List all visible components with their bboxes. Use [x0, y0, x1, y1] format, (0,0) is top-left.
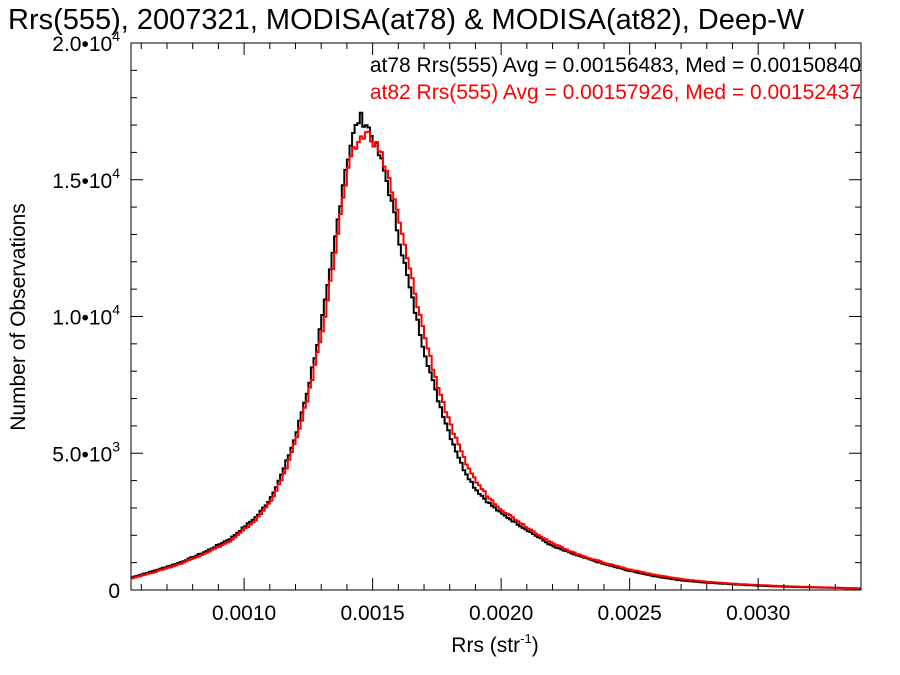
- x-axis-title-close: ): [532, 634, 539, 657]
- y-tick-mantissa: 1.5•10: [52, 170, 112, 193]
- y-tick-label: 2.0•104: [52, 28, 120, 56]
- series-at82-line: [131, 130, 861, 590]
- y-tick-label: 1.5•104: [52, 165, 120, 193]
- y-tick-mantissa: 5.0•10: [52, 443, 112, 466]
- y-tick-label: 5.0•103: [52, 438, 120, 466]
- y-tick-exponent: 4: [112, 165, 120, 181]
- y-axis-title: Number of Observations: [7, 203, 30, 431]
- y-tick-exponent: 4: [112, 302, 120, 318]
- stat-line-at78: at78 Rrs(555) Avg = 0.00156483, Med = 0.…: [370, 54, 861, 77]
- y-tick-mantissa: 0: [108, 580, 120, 603]
- x-tick-label: 0.0010: [212, 602, 276, 625]
- series-layer: [131, 111, 861, 590]
- x-axis-title-superscript: -1: [520, 631, 532, 646]
- y-tick-label: 1.0•104: [52, 302, 120, 330]
- x-axis-title: Rrs (str-1): [451, 631, 538, 657]
- x-tick-label: 0.0030: [726, 602, 790, 625]
- series-at78-line: [131, 111, 861, 590]
- x-tick-label: 0.0025: [598, 602, 662, 625]
- stat-line-at82: at82 Rrs(555) Avg = 0.00157926, Med = 0.…: [370, 81, 861, 104]
- y-tick-exponent: 3: [112, 438, 120, 454]
- x-tick-label: 0.0020: [469, 602, 533, 625]
- ticks-layer: 0.0010 0.0015 0.0020 0.0025 0.0030 0 5.0•103 1.…: [52, 28, 862, 625]
- y-tick-mantissa: 1.0•10: [52, 307, 112, 330]
- y-tick-exponent: 4: [112, 28, 120, 44]
- chart-title: Rrs(555), 2007321, MODISA(at78) & MODISA…: [8, 4, 805, 36]
- y-tick-mantissa: 2.0•10: [52, 33, 112, 56]
- x-tick-label: 0.0015: [341, 602, 405, 625]
- x-axis-title-main: Rrs (str: [451, 634, 520, 657]
- y-tick-label: 0: [108, 580, 120, 603]
